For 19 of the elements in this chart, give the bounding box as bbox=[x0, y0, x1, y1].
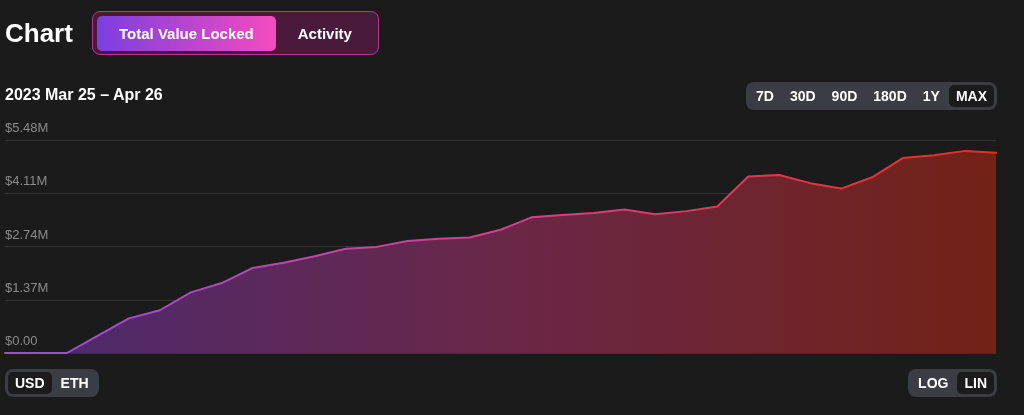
text: 30D bbox=[788, 87, 817, 106]
text: ETH bbox=[59, 374, 90, 393]
text: 180D bbox=[872, 87, 908, 106]
text: Activity bbox=[296, 23, 353, 44]
text: MAX bbox=[948, 85, 994, 107]
text: 7D bbox=[755, 87, 775, 106]
y-tick-label: $1.37M bbox=[5, 279, 49, 295]
text: 90D bbox=[830, 87, 859, 106]
text: 1Y bbox=[921, 87, 941, 106]
text: Total Value Locked bbox=[97, 15, 276, 51]
y-tick-label: $2.74M bbox=[5, 226, 49, 242]
y-tick-label: $0.00 bbox=[5, 333, 38, 348]
text: LOG bbox=[917, 374, 950, 393]
y-tick-label: $5.48M bbox=[5, 120, 49, 135]
y-tick-label: $4.11M bbox=[5, 173, 48, 189]
text: USD bbox=[8, 372, 52, 394]
chart-title: Chart bbox=[5, 18, 73, 49]
chart-subtitle: 2023 Mar 25 – Apr 26 bbox=[5, 86, 163, 104]
text: LIN bbox=[957, 372, 994, 394]
